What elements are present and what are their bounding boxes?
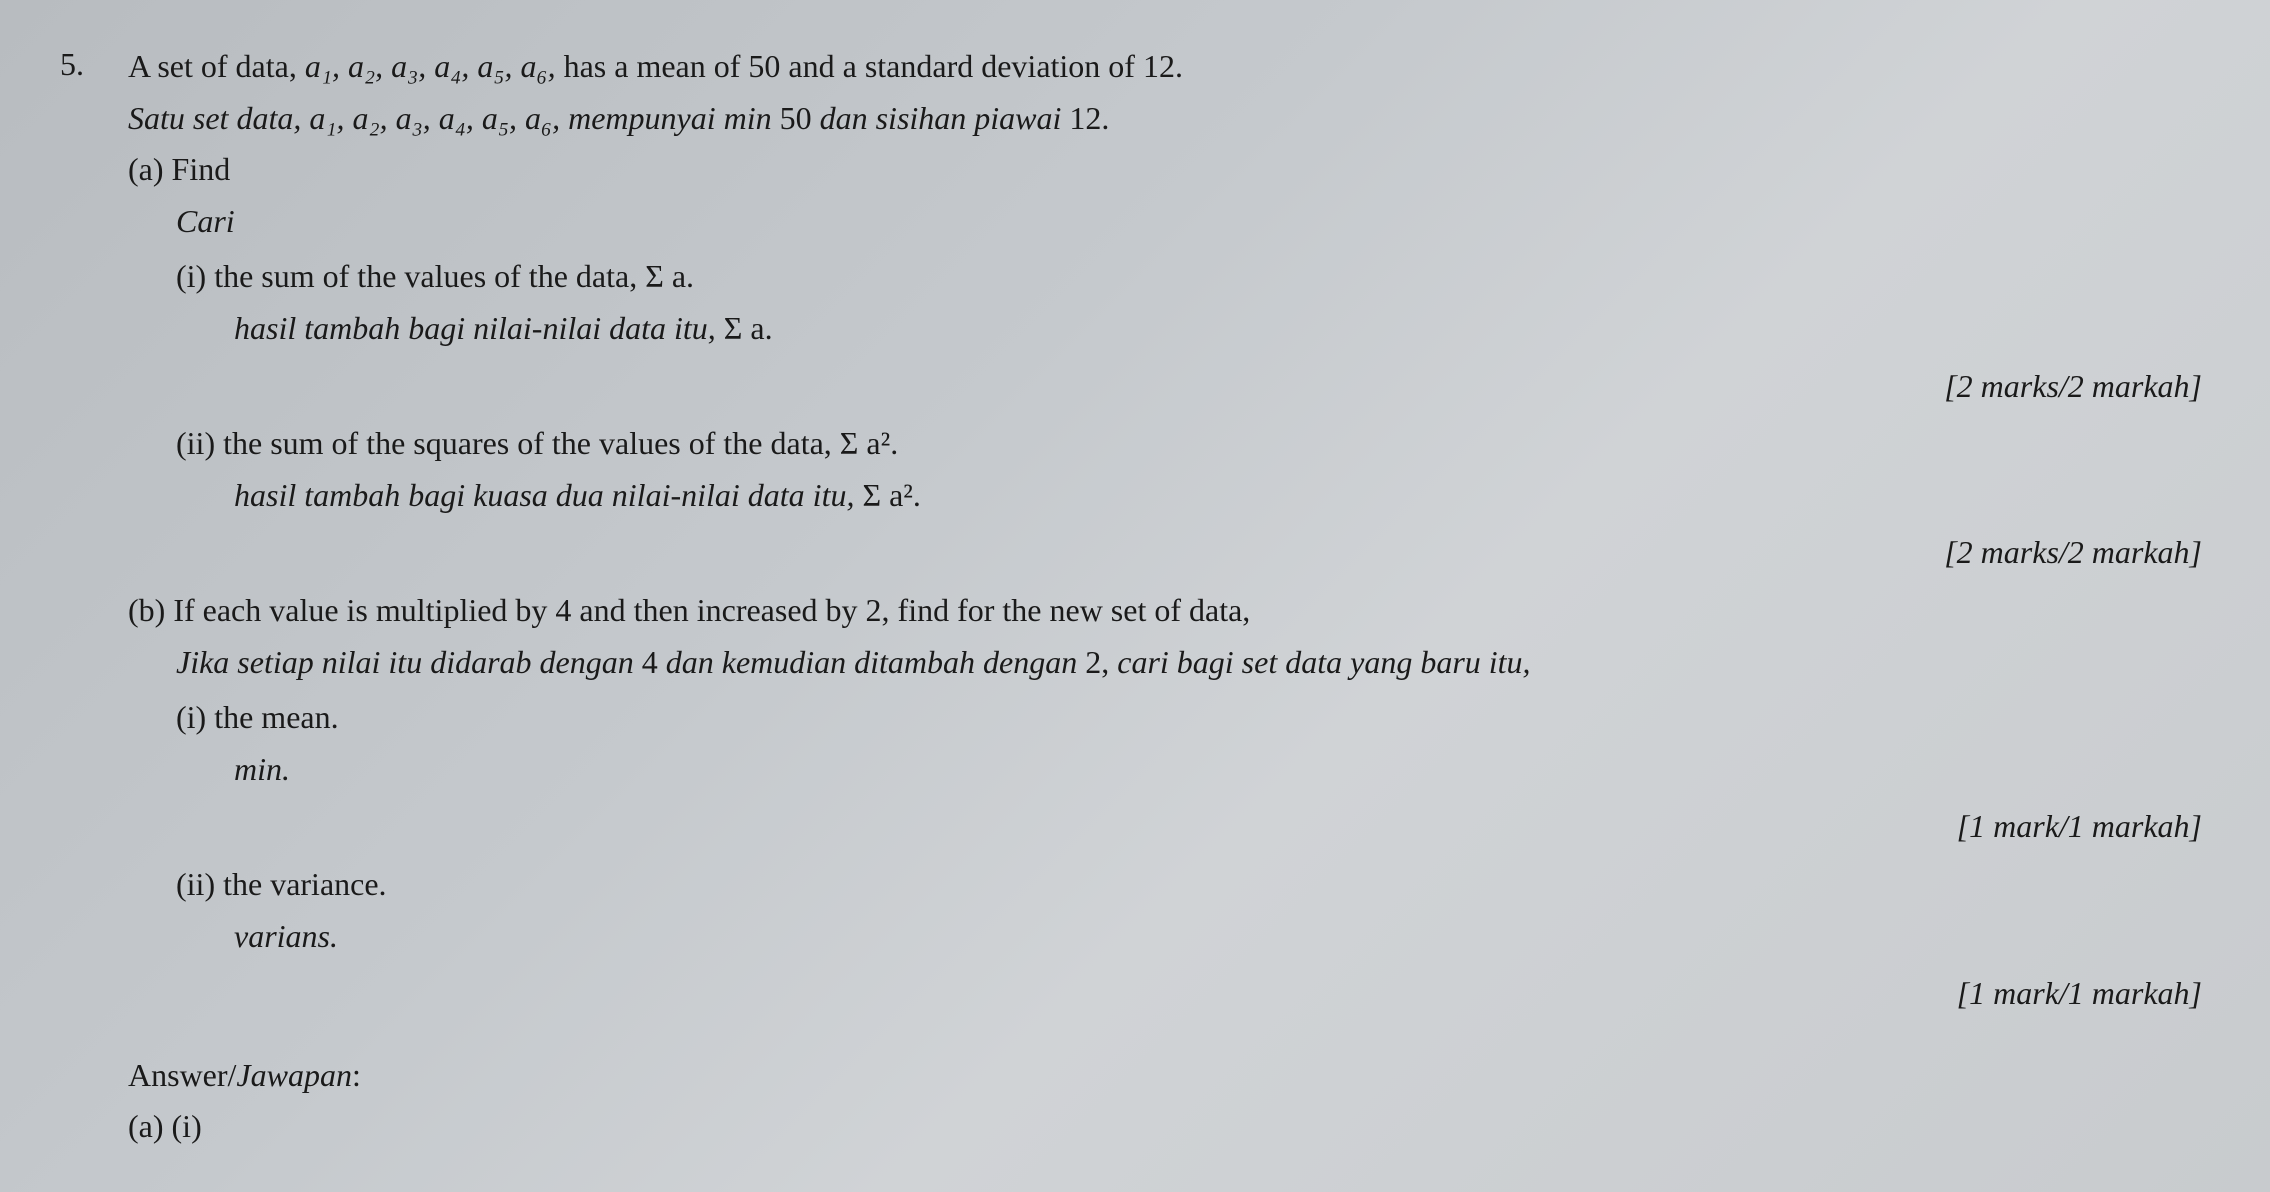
part-a-i: (i) the sum of the values of the data, Σ…	[128, 252, 2210, 302]
text: (ii) the sum of the squares of the value…	[176, 425, 840, 461]
text: Satu set data, a	[128, 100, 325, 136]
answer-section: Answer/Jawapan: (a) (i)	[128, 1051, 2210, 1152]
question-body: A set of data, a₁, a₂, a₃, a₄, a₅, a₆, h…	[128, 40, 2210, 1152]
text: hasil tambah bagi kuasa dua nilai-nilai …	[234, 477, 862, 513]
part-b-line2: Jika setiap nilai itu didarab dengan 4 d…	[128, 638, 2210, 688]
number: 50	[780, 100, 812, 136]
text: cari bagi set data yang baru itu,	[1109, 644, 1530, 680]
sigma-a-sq: Σ a²	[862, 477, 912, 513]
part-a-ii: (ii) the sum of the squares of the value…	[128, 419, 2210, 469]
prompt-line-en: A set of data, a₁, a₂, a₃, a₄, a₅, a₆, h…	[128, 42, 2210, 92]
text: dan sisihan piawai	[812, 100, 1070, 136]
number: 12.	[1069, 100, 1109, 136]
marks-2b: [2 marks/2 markah]	[128, 528, 2210, 578]
question-5: 5. A set of data, a₁, a₂, a₃, a₄, a₅, a₆…	[60, 40, 2210, 1152]
part-a-label: (a) Find	[128, 145, 2210, 195]
part-a-ii-ms: hasil tambah bagi kuasa dua nilai-nilai …	[128, 471, 2210, 521]
text: has a mean of 50 and a standard deviatio…	[556, 48, 1183, 84]
answer-label: Answer/Jawapan:	[128, 1051, 2210, 1101]
part-b-line1: (b) If each value is multiplied by 4 and…	[128, 586, 2210, 636]
prompt-line-ms: Satu set data, a₁, a₂, a₃, a₄, a₅, a₆, m…	[128, 94, 2210, 144]
text: Jika setiap nilai itu didarab dengan	[176, 644, 642, 680]
answer-a-i: (a) (i)	[128, 1102, 2210, 1152]
text: (i) the sum of the values of the data,	[176, 258, 645, 294]
marks-2a: [2 marks/2 markah]	[128, 362, 2210, 412]
sigma-a: Σ a	[645, 258, 686, 294]
dot: .	[913, 477, 921, 513]
part-b-i-ms: min.	[128, 745, 2210, 795]
variables: a₁, a₂, a₃, a₄, a₅, a₆,	[305, 48, 556, 84]
text: ₁, a₂, a₃, a₄, a₅, a₆, mempunyai min	[325, 100, 779, 136]
sigma-a: Σ a	[724, 310, 765, 346]
sigma-a-sq: Σ a²	[840, 425, 890, 461]
marks-1b: [1 mark/1 markah]	[128, 969, 2210, 1019]
text: Jawapan	[236, 1057, 352, 1093]
dot: .	[765, 310, 773, 346]
text: Answer/	[128, 1057, 236, 1093]
text: A set of data,	[128, 48, 305, 84]
part-a-i-ms: hasil tambah bagi nilai-nilai data itu, …	[128, 304, 2210, 354]
part-a-cari: Cari	[128, 197, 2210, 247]
dot: .	[890, 425, 898, 461]
part-b-ii-ms: varians.	[128, 912, 2210, 962]
text: :	[352, 1057, 361, 1093]
part-b-ii: (ii) the variance.	[128, 860, 2210, 910]
part-b-i: (i) the mean.	[128, 693, 2210, 743]
question-number: 5.	[60, 40, 100, 1152]
marks-1a: [1 mark/1 markah]	[128, 802, 2210, 852]
text: hasil tambah bagi nilai-nilai data itu,	[234, 310, 724, 346]
number: 4	[642, 644, 658, 680]
dot: .	[686, 258, 694, 294]
number: 2,	[1085, 644, 1109, 680]
text: dan kemudian ditambah dengan	[658, 644, 1086, 680]
